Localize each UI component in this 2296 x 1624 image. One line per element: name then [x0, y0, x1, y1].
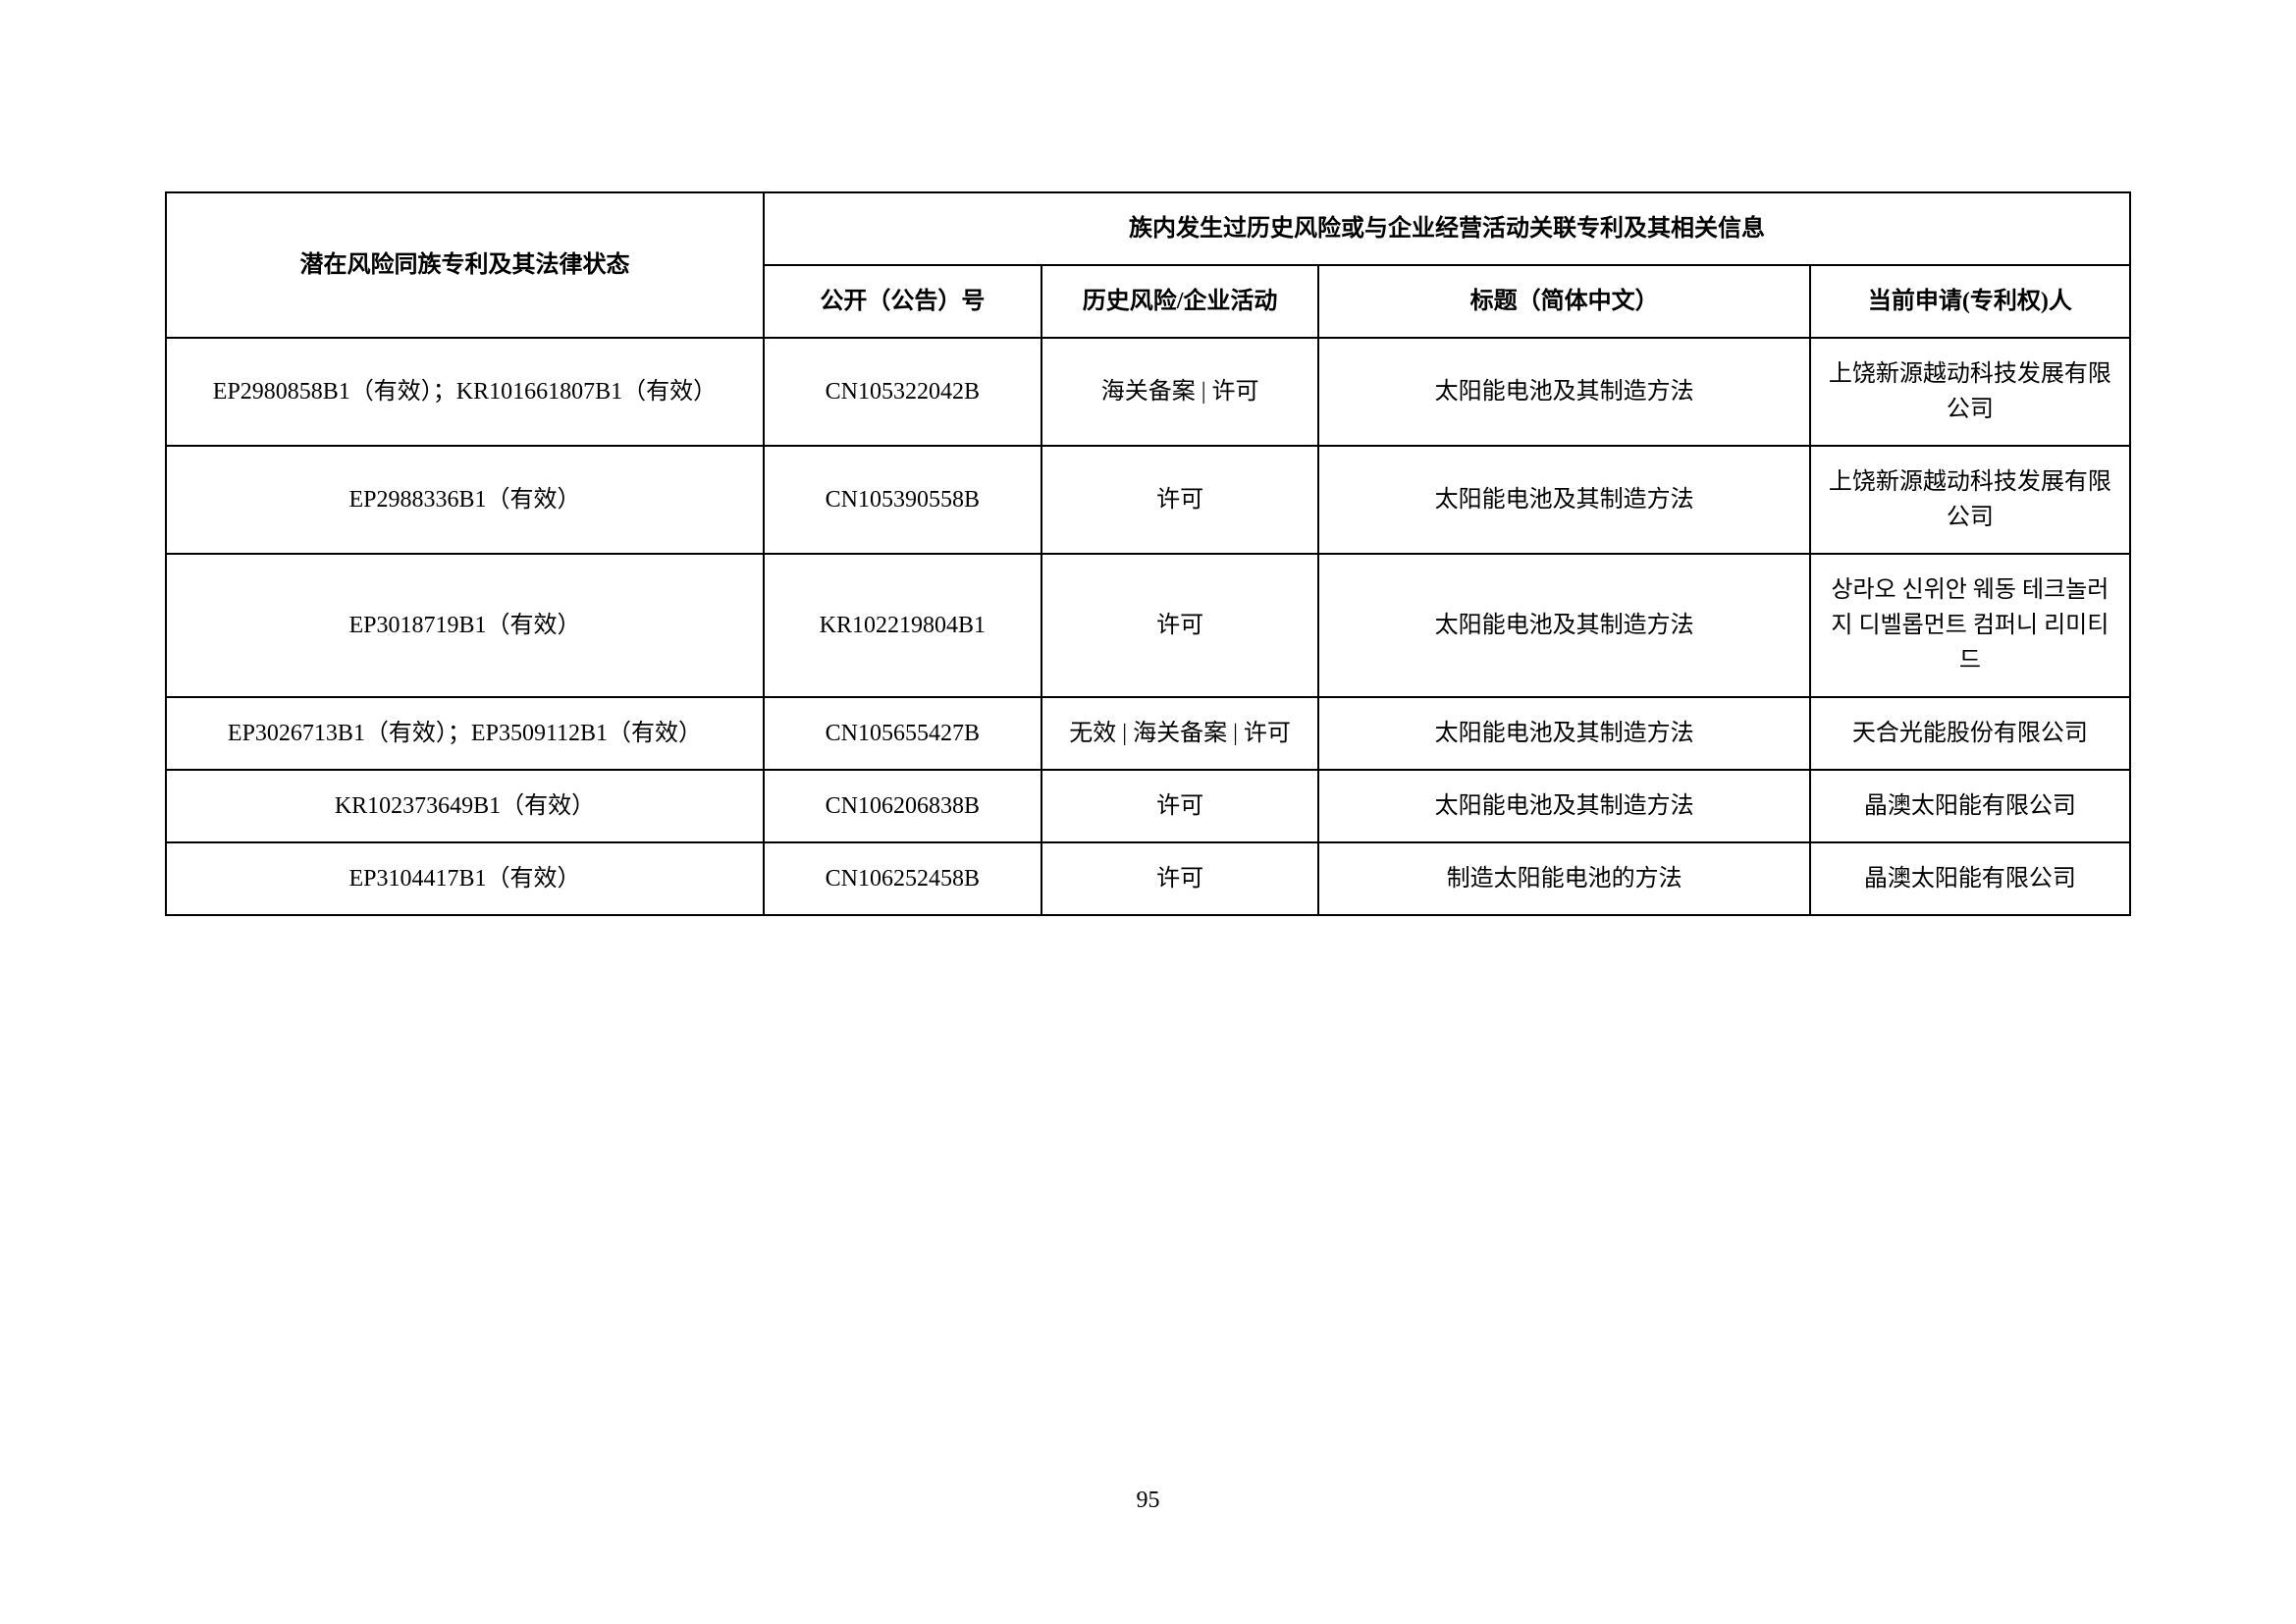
cell-publication-no: KR102219804B1	[764, 554, 1041, 697]
cell-risk-activity: 许可	[1041, 770, 1319, 842]
cell-risk-activity: 许可	[1041, 446, 1319, 554]
cell-patent-family: EP3026713B1（有效）；EP3509112B1（有效）	[166, 697, 764, 770]
table-row: EP3018719B1（有效） KR102219804B1 许可 太阳能电池及其…	[166, 554, 2130, 697]
cell-applicant: 晶澳太阳能有限公司	[1810, 770, 2130, 842]
cell-title: 太阳能电池及其制造方法	[1318, 770, 1809, 842]
cell-risk-activity: 许可	[1041, 554, 1319, 697]
cell-title: 制造太阳能电池的方法	[1318, 842, 1809, 915]
cell-applicant: 상라오 신위안 웨동 테크놀러지 디벨롭먼트 컴퍼니 리미티드	[1810, 554, 2130, 697]
cell-risk-activity: 无效 | 海关备案 | 许可	[1041, 697, 1319, 770]
cell-applicant: 晶澳太阳能有限公司	[1810, 842, 2130, 915]
cell-title: 太阳能电池及其制造方法	[1318, 338, 1809, 446]
cell-risk-activity: 许可	[1041, 842, 1319, 915]
table-body: EP2980858B1（有效）；KR101661807B1（有效） CN1053…	[166, 338, 2130, 915]
cell-publication-no: CN105655427B	[764, 697, 1041, 770]
table-header-row-1: 潜在风险同族专利及其法律状态 族内发生过历史风险或与企业经营活动关联专利及其相关…	[166, 192, 2130, 265]
header-applicant: 当前申请(专利权)人	[1810, 265, 2130, 338]
page-content: 潜在风险同族专利及其法律状态 族内发生过历史风险或与企业经营活动关联专利及其相关…	[0, 0, 2296, 916]
cell-risk-activity: 海关备案 | 许可	[1041, 338, 1319, 446]
header-publication-no: 公开（公告）号	[764, 265, 1041, 338]
cell-patent-family: KR102373649B1（有效）	[166, 770, 764, 842]
cell-patent-family: EP3104417B1（有效）	[166, 842, 764, 915]
cell-publication-no: CN106252458B	[764, 842, 1041, 915]
table-row: EP3026713B1（有效）；EP3509112B1（有效） CN105655…	[166, 697, 2130, 770]
cell-patent-family: EP2980858B1（有效）；KR101661807B1（有效）	[166, 338, 764, 446]
table-row: EP3104417B1（有效） CN106252458B 许可 制造太阳能电池的…	[166, 842, 2130, 915]
table-row: EP2988336B1（有效） CN105390558B 许可 太阳能电池及其制…	[166, 446, 2130, 554]
cell-title: 太阳能电池及其制造方法	[1318, 554, 1809, 697]
cell-title: 太阳能电池及其制造方法	[1318, 446, 1809, 554]
patent-risk-table: 潜在风险同族专利及其法律状态 族内发生过历史风险或与企业经营活动关联专利及其相关…	[165, 191, 2131, 916]
cell-publication-no: CN106206838B	[764, 770, 1041, 842]
table-row: EP2980858B1（有效）；KR101661807B1（有效） CN1053…	[166, 338, 2130, 446]
header-title: 标题（简体中文）	[1318, 265, 1809, 338]
cell-applicant: 上饶新源越动科技发展有限公司	[1810, 338, 2130, 446]
cell-applicant: 天合光能股份有限公司	[1810, 697, 2130, 770]
header-risk-activity: 历史风险/企业活动	[1041, 265, 1319, 338]
header-group: 族内发生过历史风险或与企业经营活动关联专利及其相关信息	[764, 192, 2130, 265]
page-number: 95	[0, 1488, 2296, 1514]
cell-publication-no: CN105322042B	[764, 338, 1041, 446]
cell-patent-family: EP3018719B1（有效）	[166, 554, 764, 697]
cell-title: 太阳能电池及其制造方法	[1318, 697, 1809, 770]
header-patent-family: 潜在风险同族专利及其法律状态	[166, 192, 764, 338]
table-row: KR102373649B1（有效） CN106206838B 许可 太阳能电池及…	[166, 770, 2130, 842]
cell-applicant: 上饶新源越动科技发展有限公司	[1810, 446, 2130, 554]
cell-patent-family: EP2988336B1（有效）	[166, 446, 764, 554]
cell-publication-no: CN105390558B	[764, 446, 1041, 554]
